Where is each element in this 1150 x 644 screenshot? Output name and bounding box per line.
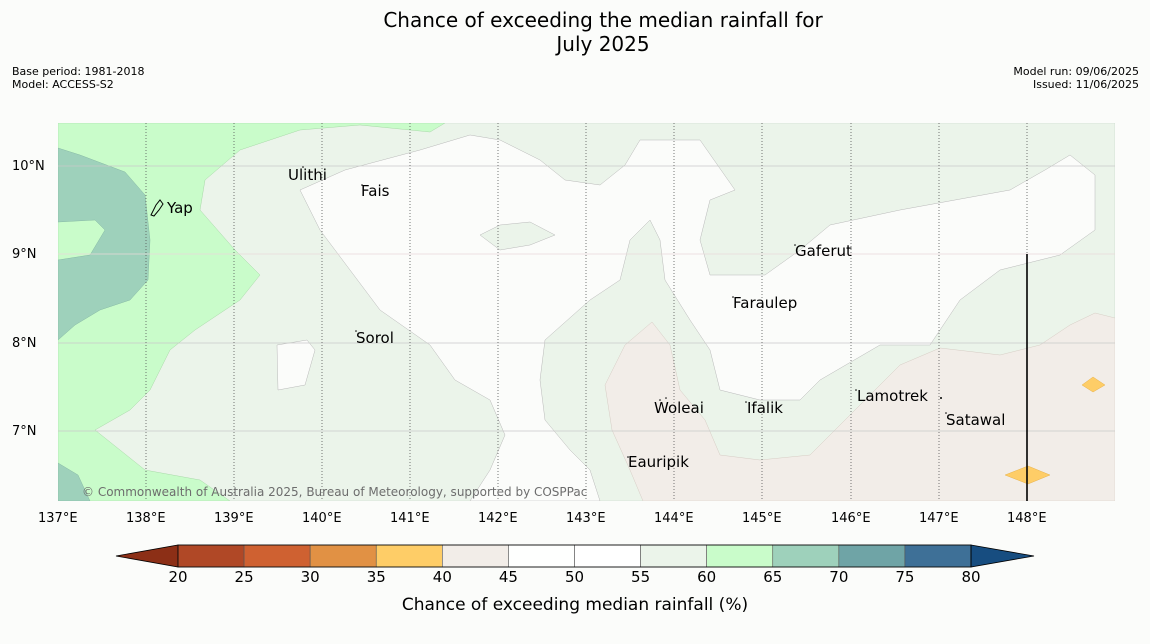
yap-island-outline — [150, 199, 164, 217]
place-label-gaferut: Gaferut — [795, 242, 852, 260]
map-title: Chance of exceeding the median rainfall … — [0, 8, 1150, 56]
contour-65-70-bottom — [58, 462, 91, 501]
place-label-satawal: Satawal — [946, 411, 1006, 429]
issued-text: Issued: 11/06/2025 — [1032, 78, 1139, 91]
colorbar-tick-label: 65 — [763, 568, 783, 586]
lon-label-141: 141°E — [390, 511, 430, 526]
model-run-text: Model run: 09/06/2025 — [1013, 65, 1139, 78]
colorbar-tick-label: 35 — [366, 568, 386, 586]
model-text: Model: ACCESS-S2 — [12, 78, 114, 91]
colorbar-tick-label: 70 — [829, 568, 849, 586]
colorbar-tick-label: 50 — [564, 568, 585, 586]
lon-label-146: 146°E — [831, 511, 871, 526]
lat-label-10: 10°N — [12, 159, 45, 174]
lon-label-147: 147°E — [919, 511, 959, 526]
colorbar-tick-label: 60 — [697, 568, 717, 586]
lat-label-8: 8°N — [12, 336, 37, 351]
contour-60-65 — [58, 123, 446, 501]
title-line-2: July 2025 — [556, 32, 650, 56]
lon-label-142: 142°E — [478, 511, 518, 526]
colorbar-title: Chance of exceeding median rainfall (%) — [401, 595, 749, 615]
colorbar-tick-label: 80 — [961, 568, 981, 586]
place-label-faraulep: Faraulep — [733, 294, 798, 312]
base-period-text: Base period: 1981-2018 — [12, 65, 145, 78]
lon-label-145: 145°E — [742, 511, 782, 526]
colorbar-tick-label: 45 — [498, 568, 518, 586]
lon-label-143: 143°E — [566, 511, 606, 526]
place-label-eauripik: Eauripik — [628, 453, 689, 471]
colorbar-tick-label: 55 — [631, 568, 651, 586]
copyright-text: © Commonwealth of Australia 2025, Bureau… — [82, 485, 588, 499]
lat-label-7: 7°N — [12, 424, 37, 439]
contour-35-40-spot-2 — [1081, 376, 1106, 393]
lon-label-140: 140°E — [302, 511, 342, 526]
colorbar-tick-label: 25 — [234, 568, 254, 586]
place-label-sorol: Sorol — [356, 329, 394, 347]
lon-label-148: 148°E — [1007, 511, 1047, 526]
contour-patch-white — [276, 339, 316, 391]
place-label-ulithi: Ulithi — [288, 166, 327, 184]
map-contours — [58, 123, 1115, 501]
colorbar-tick-label: 20 — [168, 568, 188, 586]
contour-40-45 — [604, 312, 1115, 501]
contour-65-70 — [58, 147, 151, 341]
lon-label-137: 137°E — [38, 511, 78, 526]
lon-label-144: 144°E — [654, 511, 694, 526]
place-label-fais: Fais — [361, 182, 390, 200]
colorbar-tick-label: 75 — [895, 568, 915, 586]
lon-label-139: 139°E — [214, 511, 254, 526]
contour-patch — [479, 221, 556, 251]
lon-label-138: 138°E — [126, 511, 166, 526]
place-label-lamotrek: Lamotrek — [857, 387, 928, 405]
place-label-ifalik: Ifalik — [747, 399, 783, 417]
place-label-woleai: Woleai — [654, 399, 704, 417]
title-line-1: Chance of exceeding the median rainfall … — [383, 8, 823, 32]
meta-right: Model run: 09/06/2025 Issued: 11/06/2025 — [1013, 65, 1139, 91]
colorbar-tick-label: 30 — [300, 568, 320, 586]
island-marks — [150, 166, 947, 458]
meta-left: Base period: 1981-2018 Model: ACCESS-S2 — [12, 65, 144, 91]
lat-label-9: 9°N — [12, 247, 37, 262]
colorbar-tick-label: 40 — [432, 568, 452, 586]
place-label-yap: Yap — [167, 199, 193, 217]
